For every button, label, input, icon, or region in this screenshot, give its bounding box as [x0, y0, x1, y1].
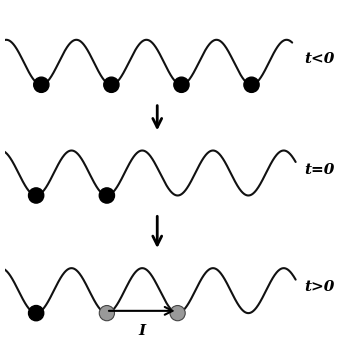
Circle shape	[99, 188, 115, 203]
Text: t>0: t>0	[304, 280, 335, 294]
Text: t<0: t<0	[304, 52, 335, 66]
Circle shape	[244, 77, 259, 92]
Circle shape	[28, 306, 44, 321]
Circle shape	[174, 77, 189, 92]
Text: t=0: t=0	[304, 163, 335, 176]
Circle shape	[104, 77, 119, 92]
Circle shape	[28, 188, 44, 203]
Circle shape	[170, 306, 185, 321]
Circle shape	[99, 306, 115, 321]
Text: I: I	[139, 324, 146, 338]
Circle shape	[34, 77, 49, 92]
